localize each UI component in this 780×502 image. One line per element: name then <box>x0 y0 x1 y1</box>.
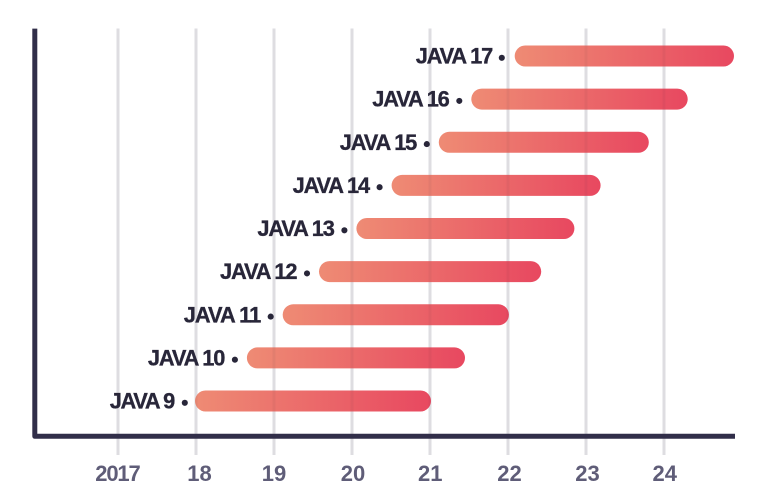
svg-text:JAVA 13: JAVA 13 <box>257 216 335 241</box>
svg-text:JAVA 9: JAVA 9 <box>110 389 176 414</box>
svg-text:JAVA 11: JAVA 11 <box>184 302 262 327</box>
svg-text:JAVA 16: JAVA 16 <box>372 87 450 112</box>
svg-text:JAVA 12: JAVA 12 <box>220 259 298 284</box>
svg-text:19: 19 <box>262 461 287 486</box>
svg-text:18: 18 <box>187 461 212 486</box>
svg-text:21: 21 <box>418 461 443 486</box>
svg-text:24: 24 <box>653 461 678 486</box>
svg-text:JAVA 10: JAVA 10 <box>148 346 226 371</box>
svg-text:2017: 2017 <box>95 461 141 486</box>
svg-text:JAVA 15: JAVA 15 <box>340 130 418 155</box>
svg-text:JAVA 17: JAVA 17 <box>416 44 494 69</box>
svg-text:22: 22 <box>497 461 522 486</box>
svg-text:23: 23 <box>575 461 600 486</box>
svg-text:JAVA 14: JAVA 14 <box>293 173 371 198</box>
svg-text:20: 20 <box>341 461 366 486</box>
